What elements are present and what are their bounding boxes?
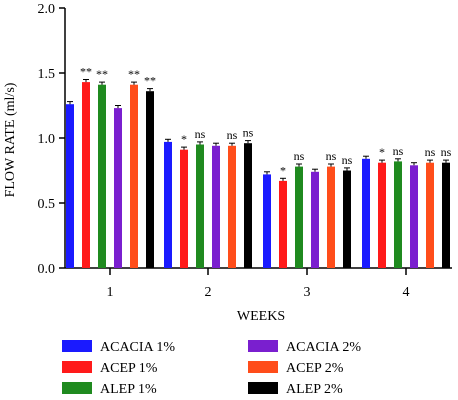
significance-label: ns	[326, 149, 337, 163]
significance-label: ns	[243, 126, 254, 140]
significance-label: *	[280, 163, 286, 177]
legend-label: ACEP 1%	[100, 361, 158, 376]
legend-swatch	[248, 361, 278, 373]
legend-label: ALEP 1%	[100, 382, 157, 397]
y-tick-label: 0.0	[38, 262, 56, 277]
legend-swatch	[248, 382, 278, 394]
significance-label: **	[96, 67, 108, 81]
bar	[410, 165, 418, 268]
bar	[130, 84, 138, 268]
y-tick-label: 2.0	[38, 2, 56, 17]
significance-label: ns	[227, 128, 238, 142]
bar	[311, 171, 319, 268]
bar	[279, 180, 287, 268]
significance-label: ns	[294, 149, 305, 163]
bar	[98, 84, 106, 268]
bar	[362, 158, 370, 268]
bar	[394, 161, 402, 268]
significance-label: *	[181, 132, 187, 146]
y-axis-title: FLOW RATE (ml/s)	[3, 82, 18, 197]
significance-label: ns	[441, 145, 452, 159]
x-tick-label: 3	[304, 285, 311, 300]
legend: ACACIA 1% ACEP 1% ALEP 1% ACACIA 2% ACEP 2% A…	[62, 340, 361, 397]
bar	[180, 149, 188, 268]
legend-swatch	[62, 382, 92, 394]
bar	[244, 143, 252, 268]
significance-label: **	[80, 65, 92, 79]
significance-label: *	[379, 145, 385, 159]
legend-swatch	[62, 361, 92, 373]
significance-label: ns	[195, 127, 206, 141]
significance-label: **	[128, 67, 140, 81]
bar	[164, 141, 172, 268]
legend-label: ACEP 2%	[286, 361, 344, 376]
bar	[263, 174, 271, 268]
bar	[82, 82, 90, 268]
bar	[66, 104, 74, 268]
bar	[114, 108, 122, 268]
bar	[228, 145, 236, 268]
y-tick-label: 1.0	[38, 132, 56, 147]
bar	[212, 145, 220, 268]
x-axis-title: WEEKS	[237, 309, 285, 324]
y-tick-label: 0.5	[38, 197, 56, 212]
legend-swatch	[248, 340, 278, 352]
significance-label: ns	[342, 153, 353, 167]
legend-label: ALEP 2%	[286, 382, 343, 397]
significance-label: ns	[425, 145, 436, 159]
y-tick-label: 1.5	[38, 67, 56, 82]
x-tick-label: 2	[205, 285, 212, 300]
bar	[327, 166, 335, 268]
significance-label: **	[144, 74, 156, 88]
legend-label: ACACIA 1%	[100, 340, 175, 355]
legend-swatch	[62, 340, 92, 352]
bar	[442, 162, 450, 268]
bar	[146, 91, 154, 268]
x-tick-label: 4	[403, 285, 410, 300]
plot-area: 0.00.51.01.52.01** ** ** **2* ns ns ns3*ns ns ns…	[38, 2, 452, 300]
bar	[196, 144, 204, 268]
bar	[378, 162, 386, 268]
significance-label: ns	[393, 144, 404, 158]
x-tick-label: 1	[107, 285, 114, 300]
legend-label: ACACIA 2%	[286, 340, 361, 355]
bar	[426, 162, 434, 268]
bar	[343, 170, 351, 268]
bar	[295, 166, 303, 268]
